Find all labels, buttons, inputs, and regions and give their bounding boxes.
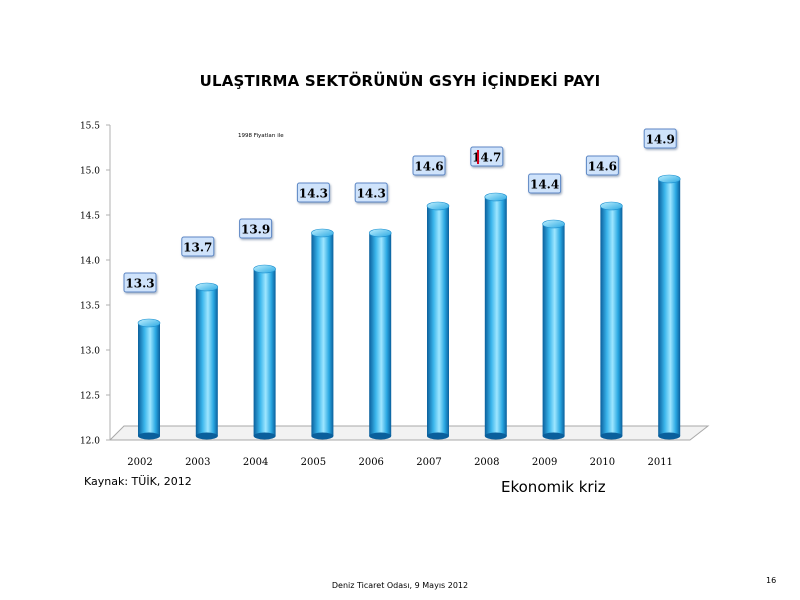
bar-top bbox=[137, 318, 161, 328]
bar-base bbox=[600, 432, 623, 440]
bar-top bbox=[657, 174, 681, 184]
bar-base bbox=[253, 432, 276, 440]
y-tick-label: 13.5 bbox=[80, 302, 100, 312]
page-number: 16 bbox=[766, 576, 777, 585]
y-axis-ticks: 12.0 12.5 13.0 13.5 14.0 14.5 15.0 15.5 bbox=[80, 122, 110, 447]
bar-top bbox=[484, 192, 508, 202]
x-tick-label: 2002 bbox=[127, 457, 152, 468]
bar-body bbox=[138, 323, 160, 436]
bar-base bbox=[369, 432, 392, 440]
data-label-box bbox=[296, 182, 330, 203]
bar-2002: 13.3 bbox=[123, 272, 161, 440]
chart-title: ULAŞTIRMA SEKTÖRÜNÜN GSYH İÇİNDEKİ PAYI bbox=[199, 72, 601, 90]
bar-top bbox=[311, 228, 334, 238]
x-tick-label: 2011 bbox=[647, 457, 672, 468]
bar-2006: 14.3 bbox=[354, 182, 392, 440]
bar-body bbox=[311, 233, 334, 436]
data-label-box bbox=[528, 173, 562, 194]
x-axis-ticks: 2002 2003 2004 2005 2006 2007 2008 2009 2010 2011 bbox=[127, 457, 673, 468]
x-tick-label: 2004 bbox=[243, 457, 268, 468]
bar-body bbox=[484, 197, 507, 436]
legend-text: 1998 Fiyatları ile bbox=[238, 133, 284, 139]
bar-2009: 14.4 bbox=[528, 173, 565, 440]
bar-2010: 14.6 bbox=[585, 155, 623, 440]
bar-base bbox=[542, 432, 565, 440]
data-label: 14.6 bbox=[588, 160, 617, 174]
bar-top bbox=[368, 228, 392, 238]
bar-body bbox=[658, 179, 681, 436]
bar-2007: 14.6 bbox=[412, 155, 450, 440]
data-label-box bbox=[585, 155, 619, 176]
bar-top bbox=[600, 201, 623, 211]
y-tick-label: 15.5 bbox=[80, 122, 100, 132]
bar-body bbox=[600, 206, 623, 436]
bar-top bbox=[195, 282, 219, 292]
y-tick-label: 15.0 bbox=[80, 167, 100, 177]
footer-text: Deniz Ticaret Odası, 9 Mayıs 2012 bbox=[331, 581, 469, 590]
y-tick-label: 12.5 bbox=[80, 392, 100, 402]
source-note: Kaynak: TÜİK, 2012 bbox=[84, 475, 192, 488]
bar-base bbox=[427, 432, 449, 440]
bar-body bbox=[195, 287, 218, 436]
bar-2004: 13.9 bbox=[239, 218, 276, 440]
bar-body bbox=[369, 233, 392, 436]
x-tick-label: 2005 bbox=[301, 457, 326, 468]
bar-top bbox=[542, 219, 565, 229]
bar-top bbox=[426, 201, 450, 211]
data-label-box bbox=[123, 272, 157, 293]
data-label: 14.3 bbox=[299, 187, 328, 201]
y-tick-label: 13.0 bbox=[80, 347, 100, 357]
bar-2003: 13.7 bbox=[181, 236, 219, 440]
data-label-box bbox=[412, 155, 446, 176]
bar-base bbox=[138, 432, 160, 440]
data-label: 14.6 bbox=[414, 160, 443, 174]
x-tick-label: 2007 bbox=[416, 457, 441, 468]
crisis-marker bbox=[477, 150, 479, 164]
bar-base bbox=[658, 432, 681, 440]
data-label: 13.9 bbox=[241, 223, 270, 237]
data-label-box bbox=[643, 128, 677, 149]
data-label: 14.7 bbox=[472, 151, 501, 165]
bar-base bbox=[195, 432, 218, 440]
data-label: 14.9 bbox=[646, 133, 675, 147]
data-label: 13.3 bbox=[125, 277, 154, 291]
legend: 1998 Fiyatları ile bbox=[238, 133, 284, 139]
bars: 13.3 13.7 13.9 14.3 14.3 14.6 14.7 14.4 14.6 14.9 bbox=[123, 128, 681, 440]
bar-2005: 14.3 bbox=[296, 182, 334, 440]
data-label: 14.3 bbox=[357, 187, 386, 201]
bar-base bbox=[311, 432, 334, 440]
x-tick-label: 2003 bbox=[185, 457, 210, 468]
y-tick-label: 12.0 bbox=[80, 437, 100, 447]
crisis-annotation: Ekonomik kriz bbox=[501, 478, 606, 496]
data-label: 13.7 bbox=[183, 241, 212, 255]
y-tick-label: 14.5 bbox=[80, 212, 100, 222]
x-tick-label: 2008 bbox=[474, 457, 499, 468]
bar-2008: 14.7 bbox=[470, 146, 508, 440]
bar-body bbox=[427, 206, 449, 436]
bar-body bbox=[253, 269, 276, 436]
bar-base bbox=[484, 432, 507, 440]
y-tick-label: 14.0 bbox=[80, 257, 100, 267]
bar-2011: 14.9 bbox=[643, 128, 681, 440]
x-tick-label: 2006 bbox=[358, 457, 383, 468]
x-tick-label: 2010 bbox=[590, 457, 615, 468]
data-label: 14.4 bbox=[530, 178, 559, 192]
bar-top bbox=[253, 264, 276, 274]
bar-body bbox=[542, 224, 565, 436]
x-tick-label: 2009 bbox=[532, 457, 557, 468]
data-label-box bbox=[239, 218, 273, 239]
data-label-box bbox=[354, 182, 388, 203]
data-label-box bbox=[181, 236, 215, 257]
